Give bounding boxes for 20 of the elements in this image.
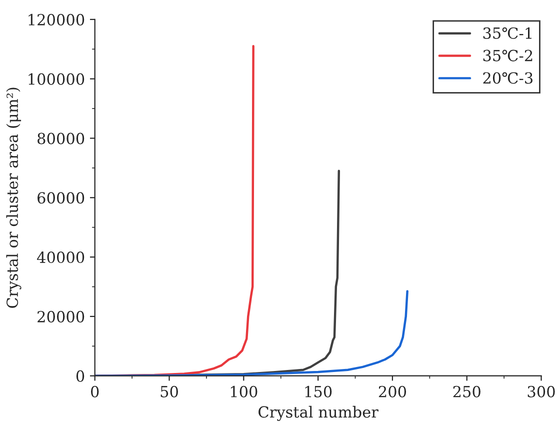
x-tick-label: 250 xyxy=(453,386,480,398)
y-tick-label: 80000 xyxy=(38,132,84,144)
y-tick-label: 120000 xyxy=(28,14,84,26)
y-axis-title: Crystal or cluster area (μm²) xyxy=(6,88,22,308)
x-tick-label: 200 xyxy=(378,386,406,398)
line-series xyxy=(94,290,408,376)
legend-label: 35℃-2 xyxy=(483,50,532,62)
x-tick-label: 50 xyxy=(160,386,178,398)
y-tick-label: 60000 xyxy=(38,192,84,204)
x-tick-label: 150 xyxy=(305,386,332,398)
legend-label: 35℃-1 xyxy=(483,27,532,39)
x-tick-label: 300 xyxy=(528,386,555,398)
y-tick-label: 0 xyxy=(76,370,84,382)
y-tick-label: 40000 xyxy=(37,252,84,264)
x-tick-label: 0 xyxy=(91,386,99,398)
y-tick-label: 100000 xyxy=(28,73,84,85)
y-tick-label: 20000 xyxy=(38,310,84,322)
x-axis-title: Crystal number xyxy=(258,406,378,421)
x-tick-label: 100 xyxy=(230,386,258,398)
legend-label: 20℃-3 xyxy=(483,72,532,84)
